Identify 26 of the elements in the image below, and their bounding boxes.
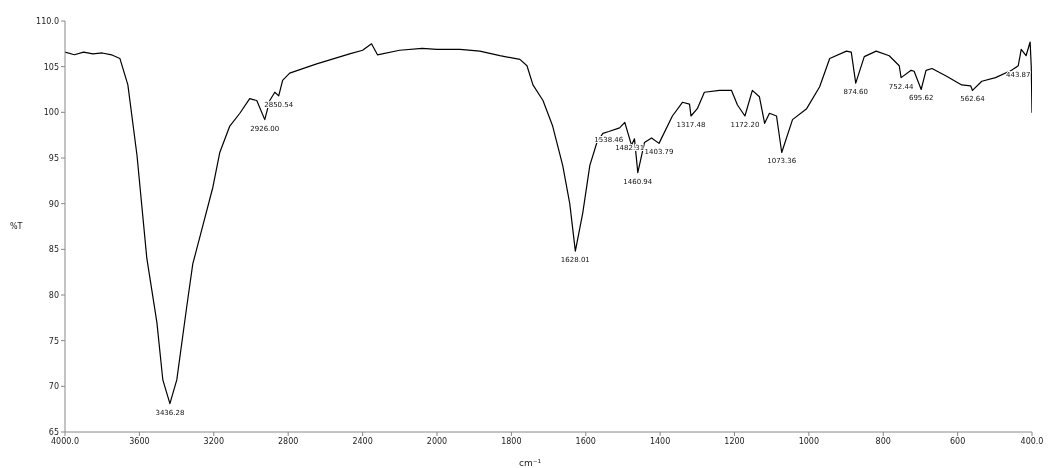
y-tick-label: 110.0 bbox=[36, 16, 59, 26]
x-axis-title: cm⁻¹ bbox=[519, 458, 542, 468]
x-tick-label: 2000 bbox=[426, 436, 448, 446]
x-tick-label: 3600 bbox=[129, 436, 150, 446]
x-tick-label: 1800 bbox=[501, 436, 522, 446]
y-tick-label: 65 bbox=[48, 427, 59, 437]
y-axis-title: %T bbox=[10, 222, 23, 232]
y-tick-label: 105 bbox=[43, 62, 59, 72]
y-tick-label: 90 bbox=[48, 199, 59, 209]
x-tick-label: 3200 bbox=[203, 436, 224, 446]
y-tick-label: 95 bbox=[48, 153, 59, 163]
x-tick-label: 600 bbox=[949, 436, 966, 446]
x-tick-label: 2400 bbox=[352, 436, 373, 446]
y-tick-label: 70 bbox=[48, 382, 59, 392]
y-tick-label: 75 bbox=[48, 336, 59, 346]
x-tick-label: 1200 bbox=[724, 436, 745, 446]
x-tick-label: 1000 bbox=[798, 436, 820, 446]
y-tick-label: 100 bbox=[43, 108, 59, 118]
x-tick-label: 2800 bbox=[278, 436, 299, 446]
x-tick-label: 400.0 bbox=[1020, 436, 1044, 446]
x-tick-label: 4000.0 bbox=[51, 436, 79, 446]
x-tick-label: 1600 bbox=[575, 436, 596, 446]
y-tick-label: 80 bbox=[48, 290, 59, 300]
x-tick-label: 1400 bbox=[649, 436, 671, 446]
y-tick-label: 85 bbox=[48, 245, 59, 255]
x-tick-label: 800 bbox=[875, 436, 891, 446]
